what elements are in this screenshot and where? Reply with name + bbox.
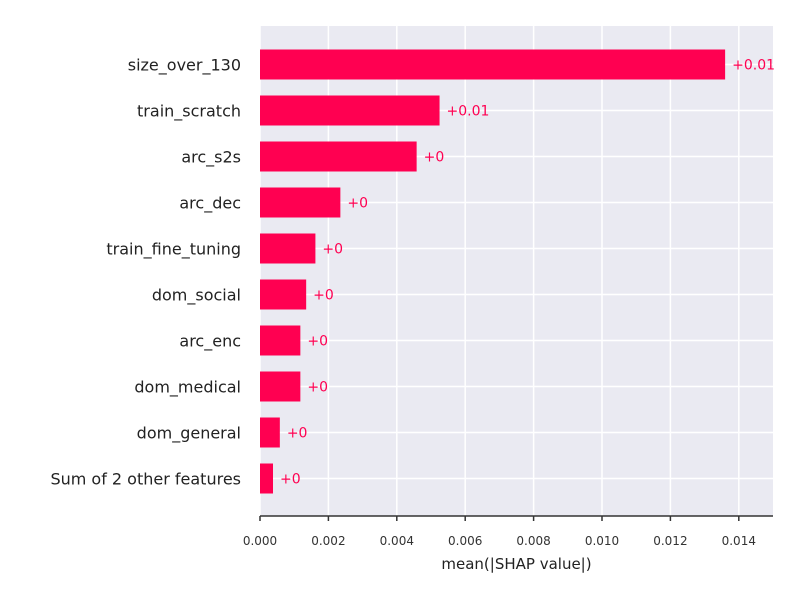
- category-label-6: arc_enc: [179, 332, 241, 352]
- category-label-8: dom_general: [137, 424, 241, 444]
- x-tick-label-2: 0.004: [380, 534, 414, 548]
- category-label-9: Sum of 2 other features: [50, 470, 241, 489]
- category-label-3: arc_dec: [179, 194, 241, 214]
- x-axis-ticks: 0.000 0.002 0.004 0.006 0.008 0.010 0.012 0.014: [243, 516, 756, 548]
- x-tick-label-0: 0.000: [243, 534, 277, 548]
- x-tick-label-7: 0.014: [722, 534, 756, 548]
- category-label-5: dom_social: [152, 286, 241, 306]
- data-label-6: +0: [307, 334, 328, 350]
- x-tick-label-3: 0.006: [448, 534, 482, 548]
- data-label-4: +0: [322, 242, 343, 258]
- bar-9: [260, 463, 273, 494]
- bar-5: [260, 279, 307, 310]
- category-label-1: train_scratch: [137, 102, 241, 122]
- bar-6: [260, 325, 301, 356]
- x-axis-title: mean(|SHAP value|): [441, 555, 591, 573]
- data-label-3: +0: [347, 196, 368, 212]
- bar-3: [260, 187, 341, 218]
- bar-0: [260, 49, 726, 80]
- x-tick-label-5: 0.010: [585, 534, 619, 548]
- bar-2: [260, 141, 417, 172]
- bars: [260, 49, 726, 494]
- data-label-5: +0: [313, 288, 334, 304]
- data-label-8: +0: [287, 426, 308, 442]
- category-label-4: train_fine_tuning: [106, 240, 241, 260]
- data-label-0: +0.01: [732, 58, 775, 74]
- bar-1: [260, 95, 440, 126]
- data-label-7: +0: [307, 380, 328, 396]
- x-tick-label-6: 0.012: [653, 534, 687, 548]
- data-label-1: +0.01: [447, 104, 490, 120]
- bar-4: [260, 233, 316, 264]
- data-label-2: +0: [424, 150, 445, 166]
- category-label-7: dom_medical: [134, 378, 241, 398]
- data-labels: +0.01 +0.01 +0 +0 +0 +0 +0 +0 +0 +0: [280, 58, 775, 488]
- category-label-0: size_over_130: [128, 56, 241, 76]
- category-labels: size_over_130 train_scratch arc_s2s arc_dec…: [50, 56, 241, 489]
- bar-8: [260, 417, 280, 448]
- data-label-9: +0: [280, 472, 301, 488]
- x-tick-label-4: 0.008: [516, 534, 550, 548]
- x-tick-label-1: 0.002: [311, 534, 345, 548]
- category-label-2: arc_s2s: [181, 148, 241, 168]
- bar-7: [260, 371, 301, 402]
